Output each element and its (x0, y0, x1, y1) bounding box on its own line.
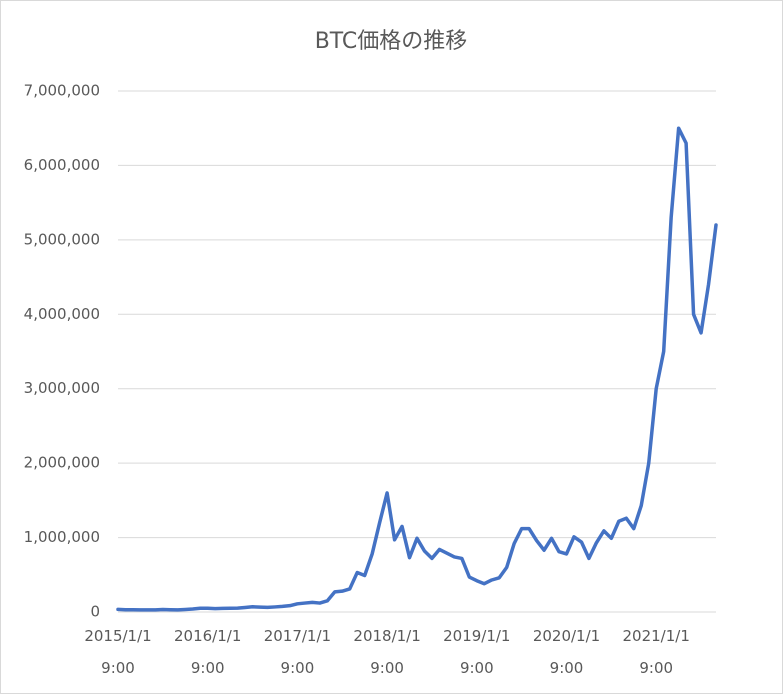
y-tick-label: 6,000,000 (24, 156, 100, 174)
x-tick-label: 2020/1/1 9:00 (532, 627, 601, 677)
y-tick-label: 3,000,000 (24, 379, 100, 397)
y-tick-label: 0 (90, 603, 100, 621)
y-tick-label: 5,000,000 (24, 230, 100, 248)
chart-title: BTC価格の推移 (315, 29, 468, 54)
line-series (116, 126, 718, 612)
x-tick-label: 2016/1/1 9:00 (174, 627, 242, 677)
y-tick-label: 7,000,000 (24, 82, 100, 100)
x-tick-label: 2015/1/1 9:00 (84, 627, 152, 677)
x-tick-label: 2021/1/1 9:00 (622, 627, 690, 677)
x-tick-label: 2019/1/1 9:00 (443, 627, 511, 677)
y-tick-label: 4,000,000 (24, 305, 100, 323)
x-tick-label: 2018/1/1 9:00 (353, 627, 421, 677)
y-tick-label: 1,000,000 (24, 528, 100, 546)
y-tick-label: 2,000,000 (24, 454, 100, 472)
x-tick-label: 2017/1/1 9:00 (263, 627, 332, 677)
